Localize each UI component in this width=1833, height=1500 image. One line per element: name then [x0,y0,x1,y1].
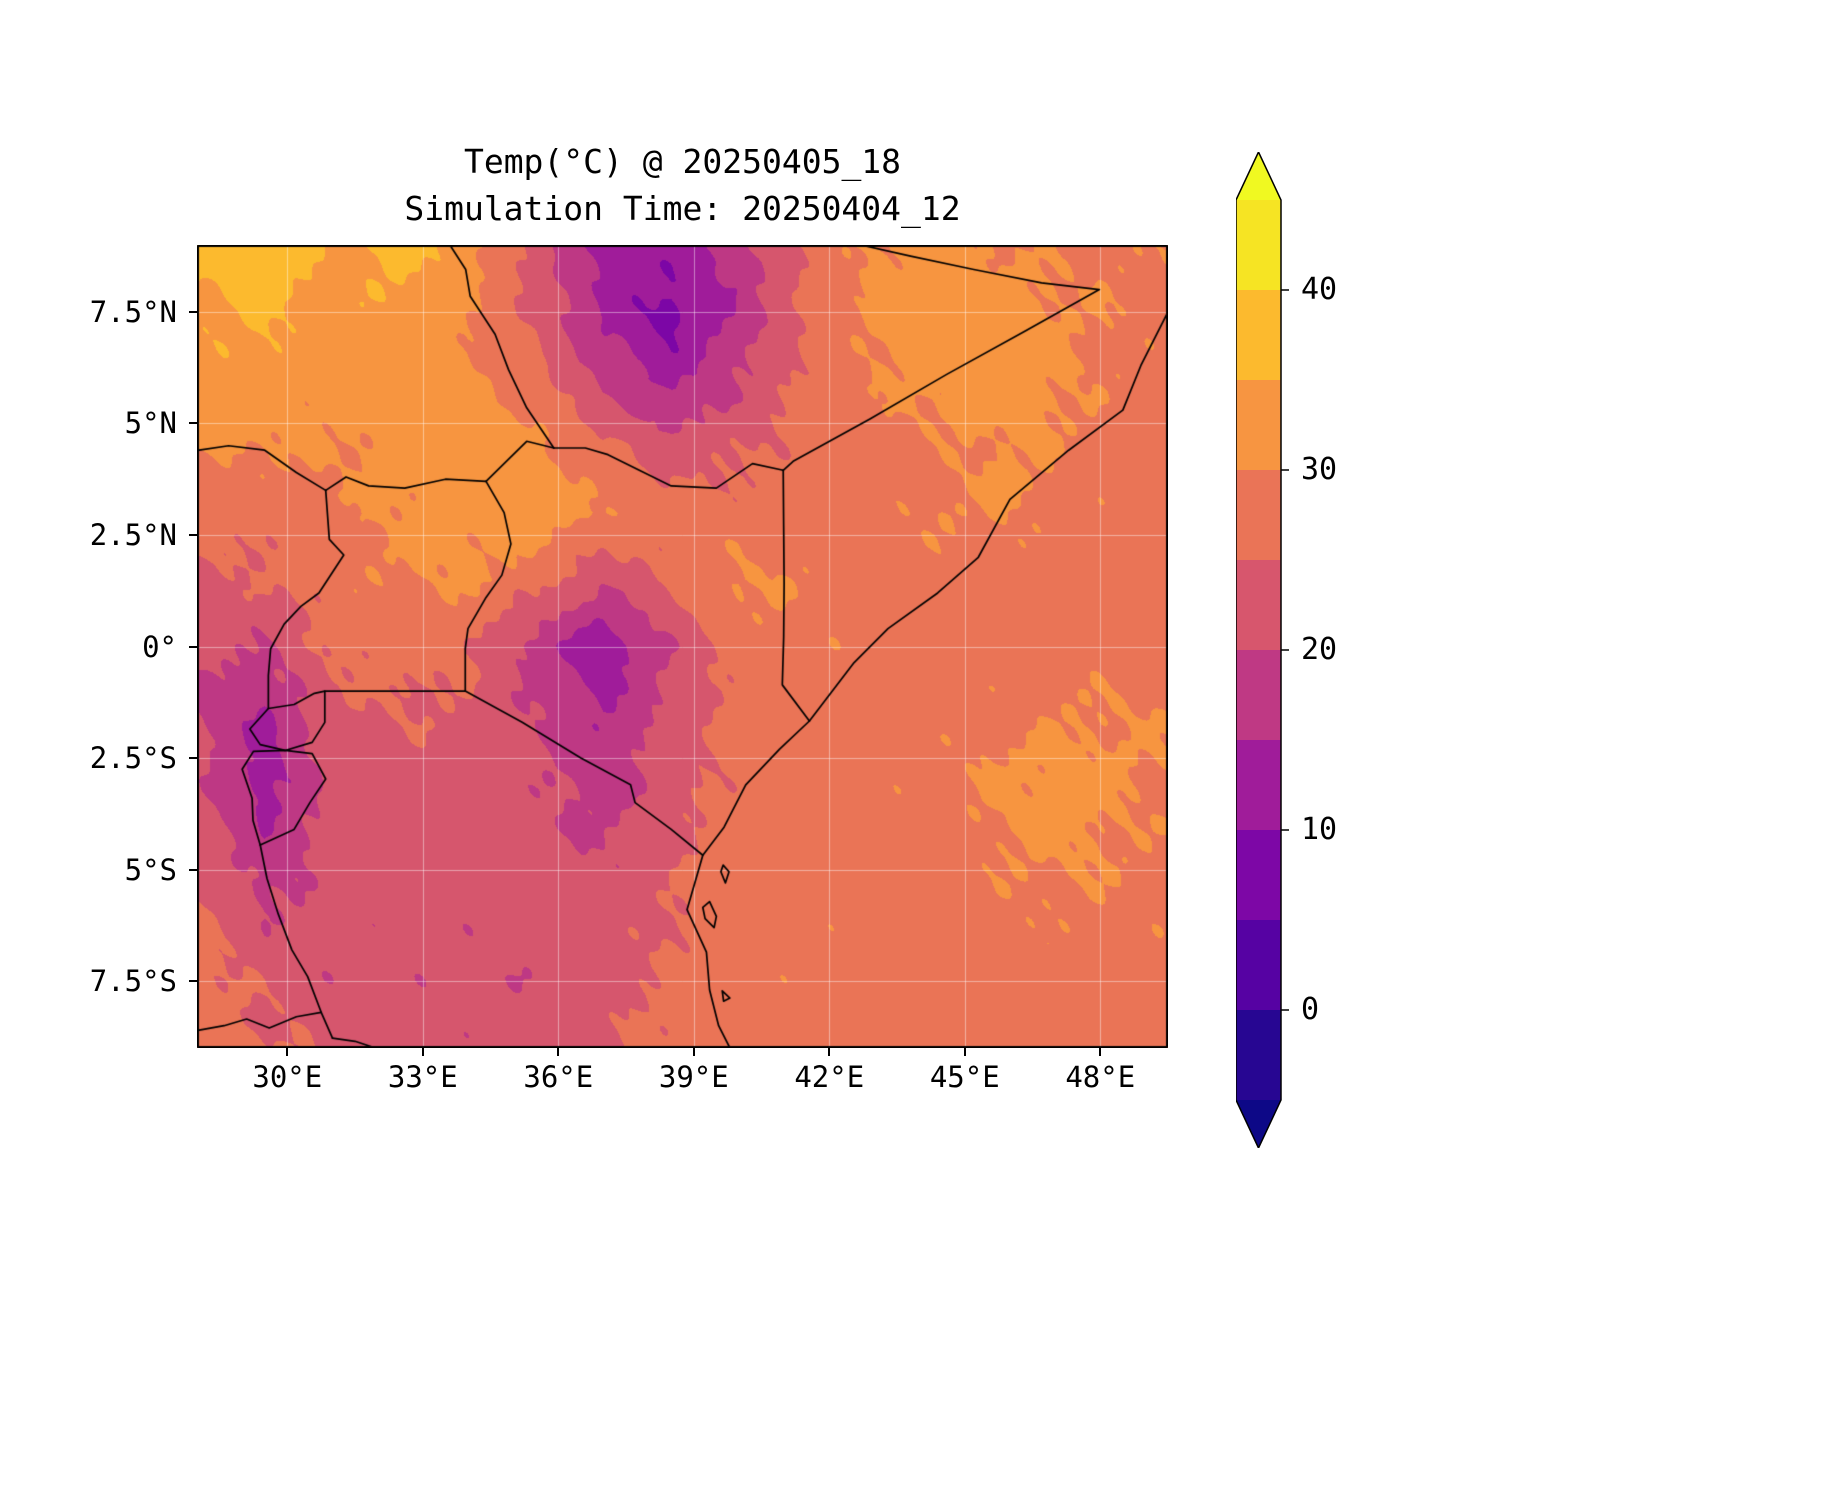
x-axis-tick-label: 33°E [387,1060,458,1094]
colorbar-band [1236,560,1281,650]
x-axis-tick-label: 39°E [658,1060,729,1094]
y-axis-tick [189,980,197,983]
x-axis-tick [421,1048,424,1056]
plot-title: Temp(°C) @ 20250405_18 Simulation Time: … [197,138,1168,232]
colorbar-tick-label: 0 [1301,992,1320,1027]
x-axis-tick-label: 30°E [252,1060,323,1094]
y-axis-tick [189,868,197,871]
colorbar-band [1236,650,1281,740]
colorbar-tick-label: 40 [1301,272,1338,307]
x-axis-tick [557,1048,560,1056]
x-axis-tick [692,1048,695,1056]
colorbar-tick-label: 20 [1301,632,1338,667]
y-axis-tick-label: 5°N [124,406,177,441]
x-axis-tick [963,1048,966,1056]
colorbar-band [1236,1010,1281,1100]
plot-title-line1: Temp(°C) @ 20250405_18 [463,142,902,181]
x-axis-tick-label: 42°E [794,1060,865,1094]
y-axis-tick [189,757,197,760]
colorbar-band [1236,380,1281,470]
colorbar-tick-label: 30 [1301,452,1338,487]
x-axis-tick-label: 45°E [929,1060,1000,1094]
y-axis-tick-label: 7.5°N [89,294,177,329]
colorbar-band [1236,920,1281,1010]
y-axis-tick [189,645,197,648]
temperature-heatmap-canvas [197,245,1168,1048]
colorbar-tick-label: 10 [1301,812,1338,847]
y-axis-tick-label: 5°S [124,852,177,887]
x-axis-tick-label: 36°E [523,1060,594,1094]
y-axis-tick-label: 2.5°N [89,517,177,552]
colorbar-band [1236,470,1281,560]
y-axis-tick-label: 0° [142,629,177,664]
y-axis-tick [189,533,197,536]
colorbar-band [1236,830,1281,920]
colorbar [1236,152,1289,1148]
colorbar-under-arrow [1236,1100,1281,1148]
colorbar-over-arrow [1236,152,1281,200]
x-axis-tick [828,1048,831,1056]
y-axis-tick-label: 2.5°S [89,741,177,776]
y-axis-tick [189,422,197,425]
colorbar-band [1236,200,1281,290]
colorbar-band [1236,740,1281,830]
colorbar-band [1236,290,1281,380]
colorbar-outline [1236,152,1282,1148]
x-axis-tick [286,1048,289,1056]
y-axis-tick-label: 7.5°S [89,964,177,999]
y-axis-tick [189,310,197,313]
x-axis-tick-label: 48°E [1065,1060,1136,1094]
plot-title-line2: Simulation Time: 20250404_12 [404,189,961,228]
x-axis-tick [1099,1048,1102,1056]
